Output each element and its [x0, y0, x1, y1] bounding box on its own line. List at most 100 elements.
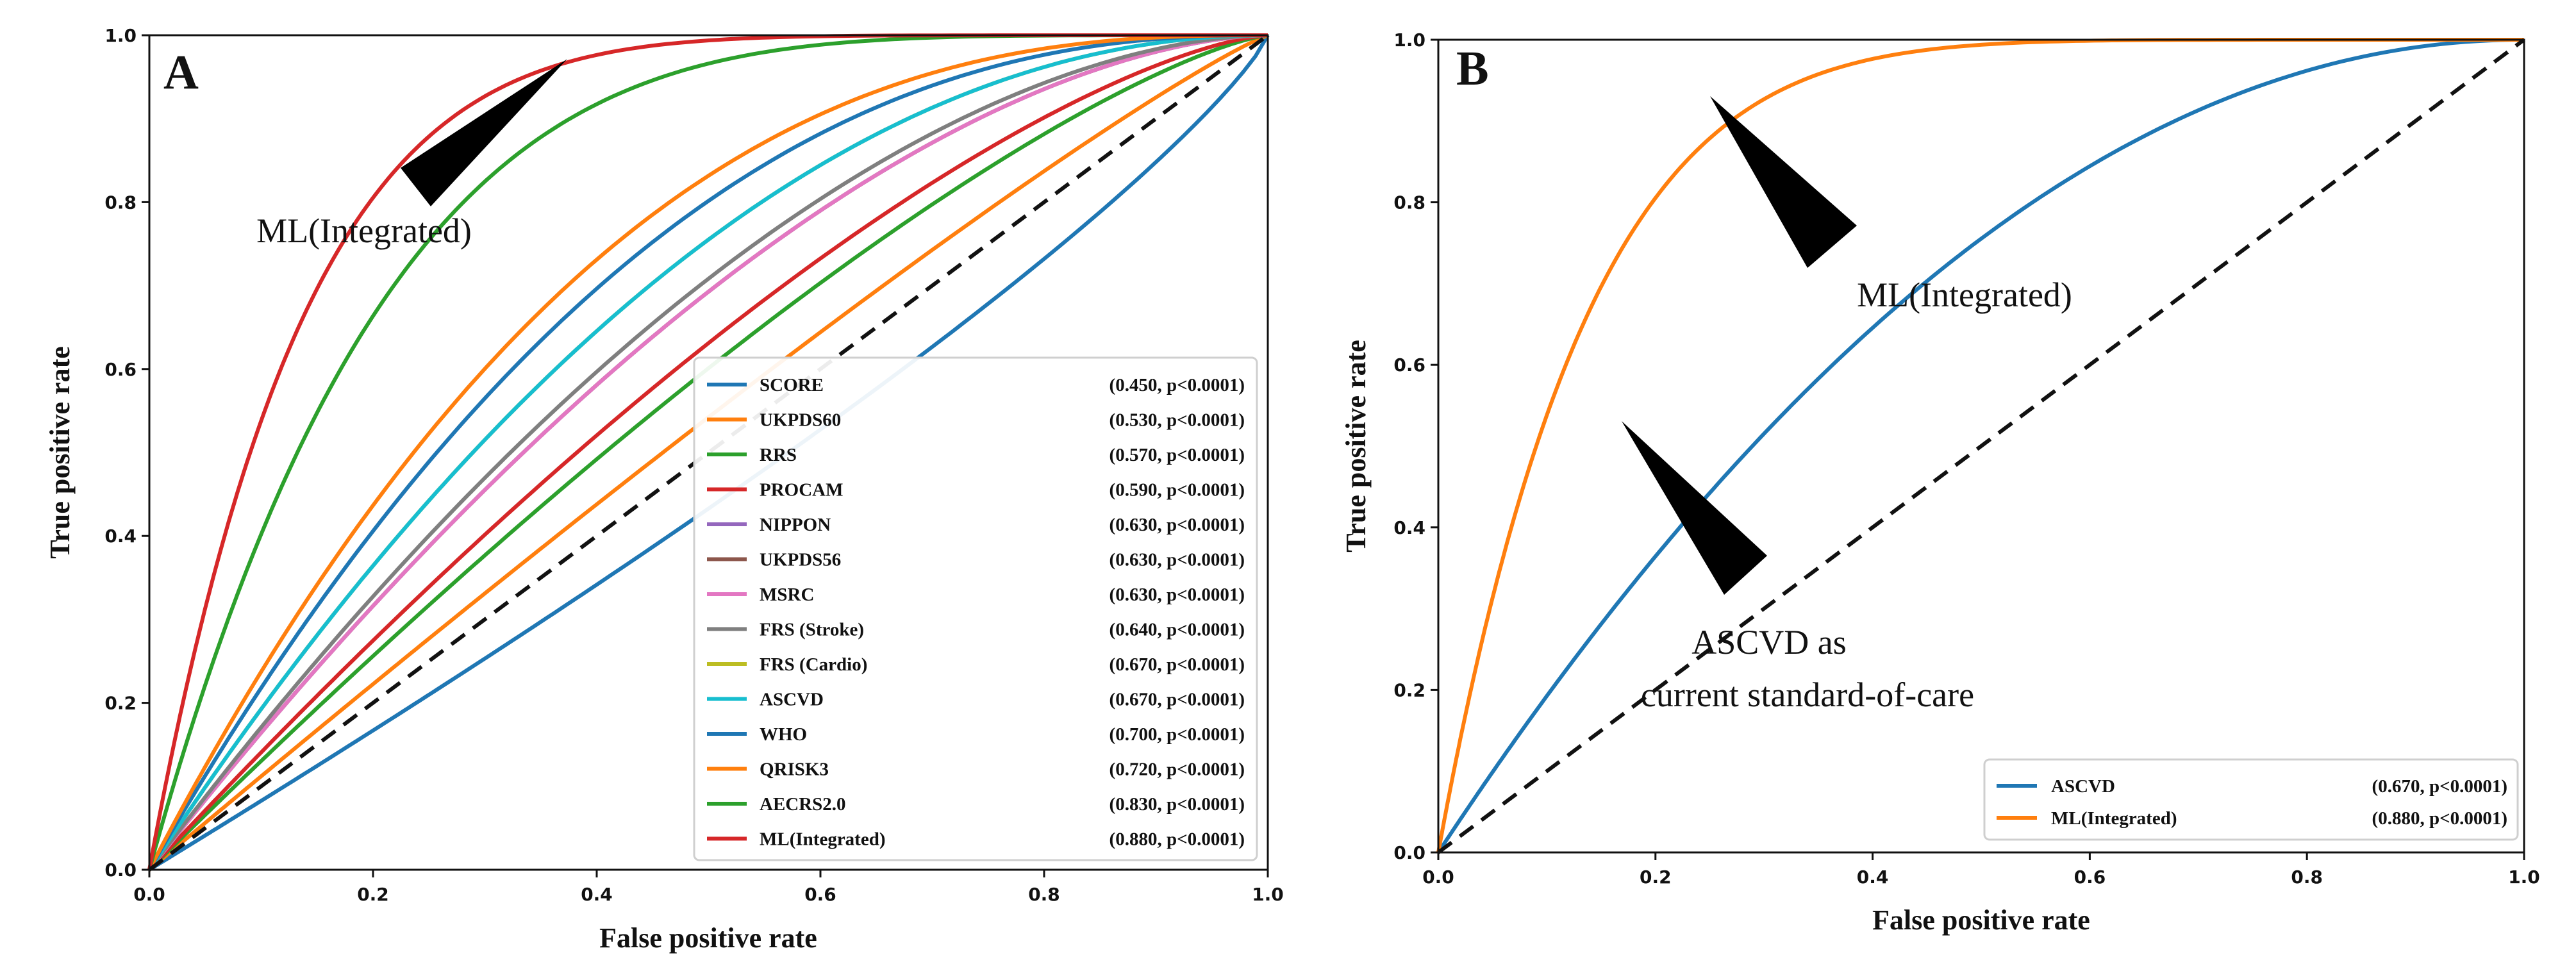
panel-b-annotation-arrow-ascvd [1622, 421, 1767, 595]
panel-a-x-tick-label: 0.4 [581, 884, 613, 905]
panel-a-legend-frame [693, 356, 1258, 861]
panel-b-legend-rows: ASCVD (0.670, p<0.0001) ML(Integrated) (0.8… [1997, 776, 2507, 829]
panel-b-x-tick-label: 0.0 [1422, 867, 1454, 888]
panel-a-legend-item-qrisk3: QRISK3 (0.720, p<0.0001) [707, 759, 1245, 780]
panel-a-legend-stat: (0.670, p<0.0001) [1109, 690, 1245, 710]
panel-b-legend-stat: (0.880, p<0.0001) [2372, 808, 2507, 829]
panel-a-legend-item-frs-stroke: FRS (Stroke) (0.640, p<0.0001) [707, 620, 1245, 640]
panel-b-legend-frame [1983, 758, 2519, 841]
panel-a-y-tick-label: 0.0 [104, 859, 137, 881]
panel-b-annotation-label-ascvd-2: current standard-of-care [1641, 676, 1974, 714]
panel-b-x-axis-label: False positive rate [1872, 904, 2090, 936]
panel-b-legend: ASCVD (0.670, p<0.0001) ML(Integrated) (0.8… [1983, 758, 2519, 841]
panel-a-curve-procam [147, 33, 1268, 872]
panel-b-y-axis-label: True positive rate [1340, 340, 1372, 552]
panel-b-y-tick-label: 0.8 [1393, 192, 1425, 213]
panel-a-legend-name: FRS (Stroke) [760, 620, 864, 640]
panel-a-curve-qrisk3 [147, 33, 1268, 872]
panel-a-legend-stat: (0.630, p<0.0001) [1109, 515, 1245, 535]
panel-b-legend-stat: (0.670, p<0.0001) [2372, 776, 2507, 797]
panel-a-legend-item-procam: PROCAM (0.590, p<0.0001) [707, 480, 1245, 501]
panel-a-curve-frs-stroke [147, 33, 1268, 872]
panel-a-curves [147, 33, 1270, 872]
panel-a-legend-name: UKPDS60 [760, 410, 841, 431]
panel-a-legend-item-ukpds56: UKPDS56 (0.630, p<0.0001) [707, 550, 1245, 570]
panel-b-y-tick-label: 0.4 [1393, 517, 1425, 538]
panel-a-x-axis-label: False positive rate [599, 922, 817, 954]
panel-a-legend-stat: (0.640, p<0.0001) [1109, 620, 1245, 640]
panel-a-legend-stat: (0.670, p<0.0001) [1109, 654, 1245, 675]
panel-a-legend-name: PROCAM [760, 480, 843, 501]
panel-a-x-tick-label: 0.6 [804, 884, 836, 905]
panel-a-legend-stat: (0.700, p<0.0001) [1109, 724, 1245, 745]
panel-a-legend-name: FRS (Cardio) [760, 654, 867, 675]
panel-a-x-tick-label: 0.2 [357, 884, 389, 905]
panel-a-legend-item-ascvd: ASCVD (0.670, p<0.0001) [707, 690, 1245, 710]
panel-a-legend-name: WHO [760, 724, 807, 745]
panel-b-annotation-label-ascvd-1: ASCVD as [1691, 623, 1847, 661]
panel-a-annotation-arrow [401, 59, 567, 206]
panel-a-legend-name: SCORE [760, 375, 824, 395]
panel-a-legend-stat: (0.590, p<0.0001) [1109, 480, 1245, 501]
panel-b-chance-line [1437, 38, 2525, 854]
panel-a-x-tick-label: 1.0 [1252, 884, 1284, 905]
panel-a-legend-item-score: SCORE (0.450, p<0.0001) [707, 375, 1245, 395]
panel-b-x-tick-label: 0.4 [1857, 867, 1889, 888]
panel-a-legend-item-nippon: NIPPON (0.630, p<0.0001) [707, 515, 1245, 535]
panel-b-annotation-label-ml: ML(Integrated) [1857, 276, 2072, 314]
panel-a-legend-item-msrc: MSRC (0.630, p<0.0001) [707, 585, 1245, 605]
panel-a-letter: A [163, 46, 199, 99]
panel-b-y-tick-label: 1.0 [1393, 29, 1425, 51]
panel-b-plot-frame [1437, 38, 2525, 854]
panel-a-y-axis-label: True positive rate [44, 346, 76, 559]
panel-b-y-tick-label: 0.0 [1393, 842, 1425, 863]
panel-a-legend: SCORE (0.450, p<0.0001) UKPDS60 (0.530, p<0… [693, 356, 1258, 861]
panel-a-legend-item-aecrs2-0: AECRS2.0 (0.830, p<0.0001) [707, 794, 1245, 815]
panel-a-legend-rows: SCORE (0.450, p<0.0001) UKPDS60 (0.530, p<0… [707, 375, 1245, 850]
panel-a-curve-aecrs2-0 [147, 33, 1268, 872]
panel-a-legend-name: QRISK3 [760, 759, 829, 780]
panel-b: 0.0 0.2 0.4 0.6 0.8 1.0 0.0 0.2 0.4 0.6 0.8 1.0 B F… [1340, 29, 2540, 936]
panel-a-legend-item-ml-integrated: ML(Integrated) (0.880, p<0.0001) [707, 829, 1245, 850]
panel-b-letter: B [1456, 42, 1489, 95]
panel-a-chance-line [148, 33, 1269, 872]
panel-a-plot-frame [148, 34, 1269, 871]
panel-a-legend-name: ML(Integrated) [760, 829, 886, 850]
panel-b-x-tick-label: 0.6 [2074, 867, 2106, 888]
panel-a-x-tick-label: 0.8 [1028, 884, 1060, 905]
panel-a-y-tick-label: 0.2 [104, 693, 137, 714]
panel-a-legend-name: ASCVD [760, 690, 824, 710]
panel-b-y-tick-label: 0.6 [1393, 354, 1425, 376]
panel-a-legend-item-rrs: RRS (0.570, p<0.0001) [707, 445, 1245, 465]
panel-a-legend-name: NIPPON [760, 515, 831, 535]
panel-a-legend-stat: (0.630, p<0.0001) [1109, 550, 1245, 570]
panel-a: 0.0 0.2 0.4 0.6 0.8 1.0 0.0 0.2 0.4 0.6 0.8 1.0 A F… [44, 25, 1284, 954]
panel-b-legend-name: ASCVD [2051, 776, 2115, 797]
panel-a-legend-item-who: WHO (0.700, p<0.0001) [707, 724, 1245, 745]
panel-b-y-tick-label: 0.2 [1393, 679, 1425, 701]
panel-a-legend-name: AECRS2.0 [760, 794, 846, 815]
panel-b-legend-name: ML(Integrated) [2051, 808, 2177, 829]
panel-a-curve-ascvd [147, 33, 1268, 872]
panel-b-ticks: 0.0 0.2 0.4 0.6 0.8 1.0 0.0 0.2 0.4 0.6 0.8 1.0 [1393, 29, 2539, 888]
panel-a-annotation-label: ML(Integrated) [256, 212, 472, 250]
panel-a-legend-item-frs-cardio: FRS (Cardio) (0.670, p<0.0001) [707, 654, 1245, 675]
panel-a-ticks: 0.0 0.2 0.4 0.6 0.8 1.0 0.0 0.2 0.4 0.6 0.8 1.0 [104, 25, 1283, 905]
panel-a-y-tick-label: 1.0 [104, 25, 137, 46]
panel-a-legend-name: RRS [760, 445, 797, 465]
panel-b-curve-ascvd [1436, 38, 2525, 854]
panel-a-legend-name: UKPDS56 [760, 550, 841, 570]
panel-a-legend-stat: (0.530, p<0.0001) [1109, 410, 1245, 431]
panel-b-x-tick-label: 1.0 [2508, 867, 2540, 888]
panel-a-legend-stat: (0.830, p<0.0001) [1109, 794, 1245, 815]
panel-a-x-tick-label: 0.0 [133, 884, 165, 905]
panel-a-y-tick-label: 0.6 [104, 359, 137, 380]
panel-a-legend-stat: (0.570, p<0.0001) [1109, 445, 1245, 465]
panel-a-legend-stat: (0.880, p<0.0001) [1109, 829, 1245, 850]
panel-a-legend-stat: (0.450, p<0.0001) [1109, 375, 1245, 395]
panel-b-annotation-arrow-ml [1710, 96, 1857, 268]
panel-a-legend-name: MSRC [760, 585, 814, 605]
panel-b-x-tick-label: 0.8 [2291, 867, 2323, 888]
panel-a-y-tick-label: 0.8 [104, 192, 137, 213]
